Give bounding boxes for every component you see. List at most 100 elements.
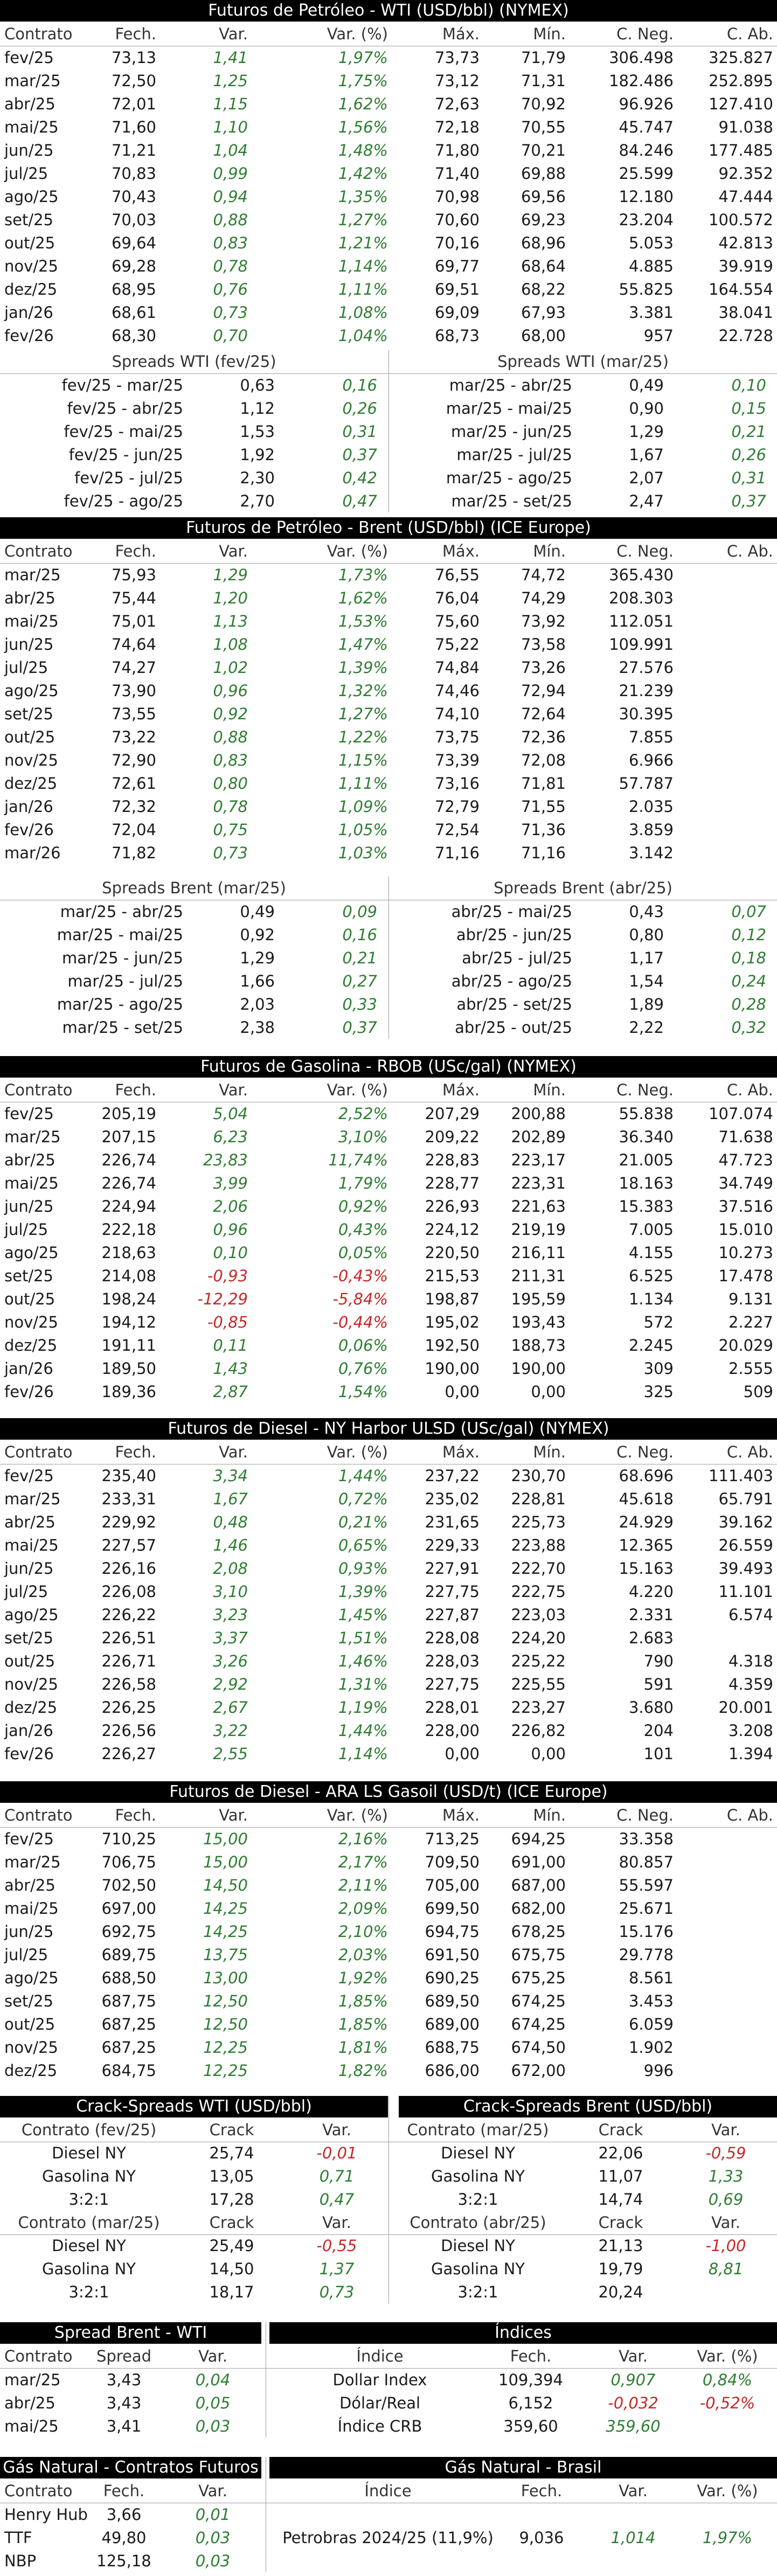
change-cell: 0,94	[213, 188, 248, 206]
close-cell: 226,16	[101, 1559, 156, 1578]
change-cell: 12,25	[203, 2038, 248, 2057]
spread-value-cell: 1,12	[240, 399, 275, 418]
spread-value-cell: 2,03	[240, 995, 275, 1013]
change-cell: 0,73	[213, 303, 248, 322]
change-cell: 2,92	[213, 1675, 248, 1693]
column-header: Contrato	[4, 2482, 73, 2500]
spread-change-cell: 0,31	[731, 469, 766, 487]
close-cell: 72,90	[111, 751, 156, 769]
contract-cell: mar/25	[4, 1490, 61, 1508]
column-header: Var. (%)	[697, 2347, 758, 2365]
change-pct-cell: 1,56%	[338, 118, 388, 136]
open-interest-cell	[674, 1627, 773, 1650]
volume-cell: 7.005	[628, 1220, 674, 1239]
contract-cell: TTF	[4, 2529, 32, 2547]
open-interest-cell: 111.403	[709, 1467, 773, 1485]
crack-value-cell: 13,05	[209, 2167, 254, 2185]
index-close-cell: 109,394	[498, 2371, 563, 2389]
contract-cell: out/25	[4, 1652, 56, 1670]
spread-value-cell: 2,70	[240, 492, 275, 510]
open-interest-cell	[674, 726, 773, 749]
close-cell: 226,25	[101, 1698, 156, 1717]
crack-header-row: Contrato (mar/25) Crack Var.	[0, 2211, 388, 2234]
spread-pair-cell: fev/25 - ago/25	[64, 492, 183, 510]
change-pct-cell: 1,79%	[338, 1174, 388, 1192]
open-interest-cell: 20.001	[718, 1698, 773, 1717]
column-header: Máx.	[442, 1081, 480, 1099]
crack-value-cell: 14,50	[209, 2260, 254, 2278]
spread-change-cell: 0,24	[731, 972, 766, 990]
wti-table-row: ago/25 70,43 0,94 1,35% 70,98 69,56 12.180 47.4…	[0, 185, 777, 209]
column-header: Mín.	[533, 1081, 566, 1099]
wti-table-row: mar/25 72,50 1,25 1,75% 73,12 71,31 182.486 252…	[0, 70, 777, 93]
column-header: Var.	[219, 25, 248, 43]
change-pct-cell: 1,53%	[338, 612, 388, 630]
crack-product-cell: 3:2:1	[68, 2283, 109, 2301]
volume-cell: 18.163	[619, 1174, 674, 1192]
close-cell: 49,80	[101, 2529, 147, 2547]
spread-value-cell: 2,07	[629, 469, 664, 487]
change-pct-cell: 0,06%	[338, 1336, 388, 1355]
change-cell: 5,04	[213, 1105, 248, 1123]
high-cell: 69,77	[434, 257, 480, 275]
change-cell: 1,13	[213, 612, 248, 630]
change-pct-cell: 1,48%	[338, 141, 388, 159]
spread-change-cell: 0,21	[731, 422, 766, 441]
crack-product-cell: Diesel NY	[441, 2237, 515, 2255]
close-cell: 226,58	[101, 1675, 156, 1693]
wti-spreads-row: fev/25 - mai/25 1,53 0,31	[0, 420, 388, 443]
low-cell: 694,25	[511, 1830, 566, 1848]
high-cell: 74,84	[434, 658, 480, 677]
gasoil-table-row: mar/25 706,75 15,00 2,17% 709,50 691,00 80.857	[0, 1851, 777, 1874]
spread-pair-cell: fev/25 - abr/25	[67, 399, 183, 418]
spread-value-cell: 0,43	[629, 902, 664, 921]
change-cell: 1,25	[213, 72, 248, 90]
contract-cell: mar/25	[4, 566, 61, 584]
contract-cell: mai/25	[4, 118, 59, 136]
low-cell: 71,81	[521, 774, 566, 793]
spread-pair-cell: mar/25 - ago/25	[446, 469, 572, 487]
open-interest-cell: 92.352	[718, 164, 773, 183]
open-interest-cell: 42.813	[718, 234, 773, 252]
change-pct-cell: 1,62%	[338, 589, 388, 607]
contract-cell: ago/25	[4, 682, 59, 700]
change-cell: 0,96	[213, 682, 248, 700]
close-cell: 227,57	[101, 1536, 156, 1554]
column-header: Fech.	[115, 1806, 156, 1824]
change-cell: 0,11	[213, 1336, 248, 1355]
volume-cell: 21.239	[619, 682, 674, 700]
spread-change-cell: 0,37	[731, 492, 766, 510]
high-cell: 691,50	[425, 1946, 480, 1964]
crack-product-cell: 3:2:1	[457, 2190, 498, 2209]
rbob-table-title: Futuros de Gasolina - RBOB (USc/gal) (NY…	[0, 1056, 777, 1078]
low-cell: 70,92	[521, 95, 566, 113]
low-cell: 0,00	[531, 1745, 566, 1763]
spread-change-cell: 0,10	[731, 376, 766, 394]
low-cell: 230,70	[511, 1467, 566, 1485]
low-cell: 225,55	[511, 1675, 566, 1693]
high-cell: 74,10	[434, 705, 480, 723]
low-cell: 74,29	[521, 589, 566, 607]
change-pct-cell: 2,11%	[338, 1876, 388, 1894]
spread-title: Spreads Brent (mar/25)	[102, 879, 286, 897]
change-pct-cell: 1,44%	[338, 1721, 388, 1740]
ulsd-table-row: out/25 226,71 3,26 1,46% 228,03 225,22 790 4.31…	[0, 1650, 777, 1673]
open-interest-cell: 47.723	[718, 1151, 773, 1169]
spread-change-cell: 0,12	[731, 926, 766, 944]
change-pct-cell: 2,03%	[338, 1946, 388, 1964]
change-cell: 1,15	[213, 95, 248, 113]
change-cell: 3,26	[213, 1652, 248, 1670]
spread-value-cell: 2,47	[629, 492, 664, 510]
open-interest-cell	[674, 2013, 773, 2036]
column-header: C. Ab.	[726, 1806, 773, 1824]
contract-cell: out/25	[4, 728, 56, 746]
ulsd-table-row: ago/25 226,22 3,23 1,45% 227,87 223,03 2.331 6.…	[0, 1603, 777, 1627]
close-cell: 226,56	[101, 1721, 156, 1740]
close-cell: 684,75	[101, 2061, 156, 2080]
high-cell: 0,00	[445, 1745, 480, 1763]
change-pct-cell: 1,39%	[338, 1582, 388, 1601]
crack-row: Gasolina NY 11,07 1,33	[389, 2165, 777, 2188]
index-close-cell: 9,036	[519, 2529, 564, 2547]
spread-change-cell: 0,26	[342, 399, 377, 418]
change-pct-cell: 2,10%	[338, 1922, 388, 1941]
